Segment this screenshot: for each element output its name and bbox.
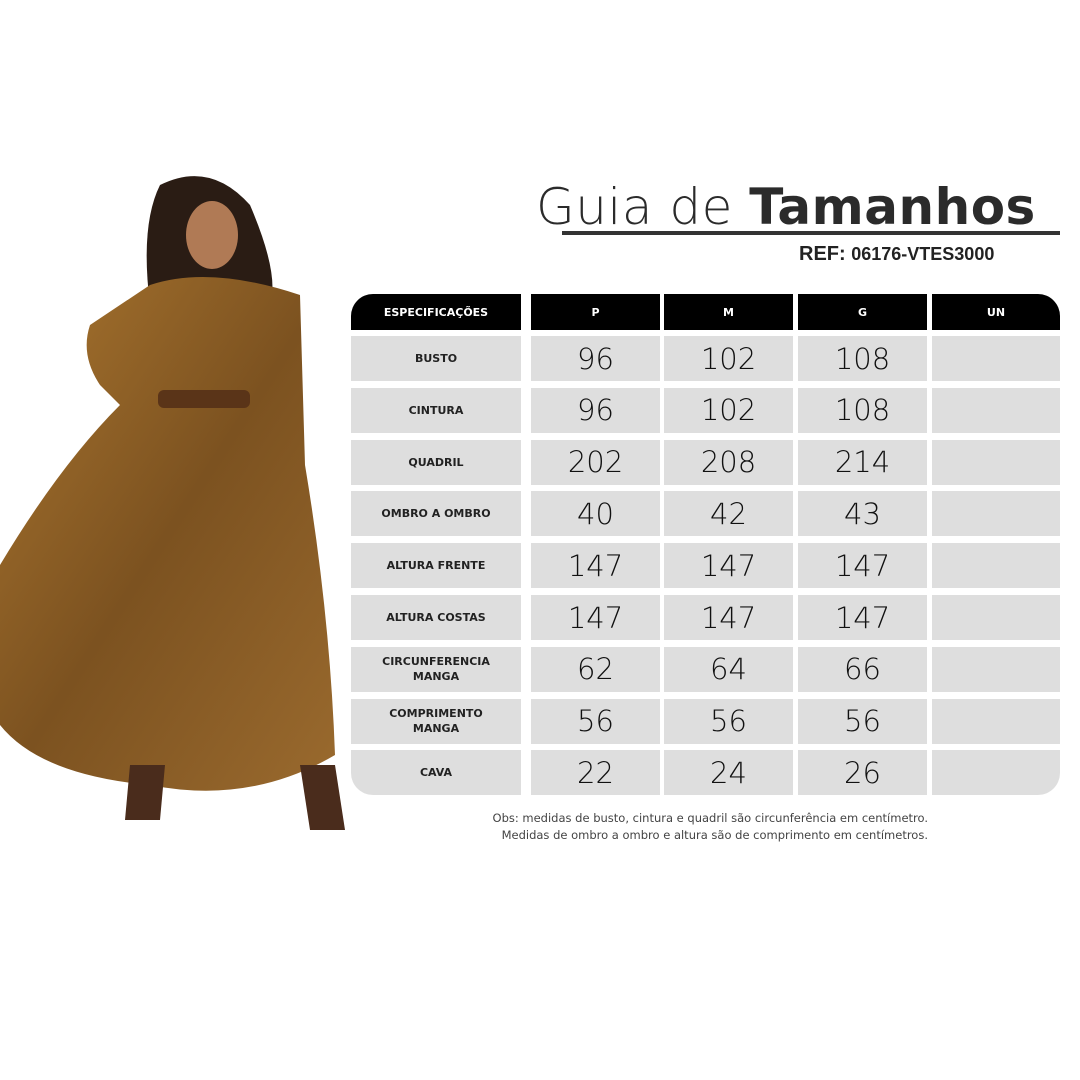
size-value <box>932 646 1060 692</box>
row-label: OMBRO A OMBRO <box>351 491 521 537</box>
model-photo <box>0 176 345 830</box>
size-value <box>932 387 1060 433</box>
size-value: 108 <box>798 336 927 381</box>
reference-code: REF: 06176-VTES3000 <box>799 243 995 265</box>
row-label: COMPRIMENTO MANGA <box>351 698 521 744</box>
page-title: Guia de Tamanhos <box>536 178 1036 236</box>
size-value: 214 <box>798 439 927 485</box>
row-label: CINTURA <box>351 387 521 433</box>
size-value: 208 <box>664 439 793 485</box>
column-header: UN <box>932 294 1060 330</box>
size-value: 147 <box>798 543 927 589</box>
title-underline <box>562 231 1060 235</box>
size-value: 22 <box>531 750 660 796</box>
size-value: 56 <box>664 698 793 744</box>
size-value: 147 <box>531 595 660 640</box>
size-value <box>932 698 1060 744</box>
size-value <box>932 491 1060 537</box>
size-value: 26 <box>798 750 927 796</box>
row-label: BUSTO <box>351 336 521 381</box>
size-value: 24 <box>664 750 793 796</box>
size-value: 147 <box>798 595 927 640</box>
size-value: 56 <box>798 698 927 744</box>
measurement-note: Obs: medidas de busto, cintura e quadril… <box>492 811 928 842</box>
size-value: 42 <box>664 491 793 537</box>
size-value <box>932 595 1060 640</box>
size-value <box>932 750 1060 796</box>
size-value: 40 <box>531 491 660 537</box>
size-value <box>932 439 1060 485</box>
size-value: 43 <box>798 491 927 537</box>
size-value: 147 <box>531 543 660 589</box>
size-value: 96 <box>531 387 660 433</box>
size-value: 66 <box>798 646 927 692</box>
size-value: 96 <box>531 336 660 381</box>
column-header: G <box>798 294 927 330</box>
row-label: ALTURA FRENTE <box>351 543 521 589</box>
size-value: 102 <box>664 387 793 433</box>
size-value: 62 <box>531 646 660 692</box>
row-label: ALTURA COSTAS <box>351 595 521 640</box>
size-value: 202 <box>531 439 660 485</box>
size-value: 147 <box>664 543 793 589</box>
row-label: CAVA <box>351 750 521 796</box>
size-value: 56 <box>531 698 660 744</box>
size-value <box>932 336 1060 381</box>
size-value: 64 <box>664 646 793 692</box>
column-header: M <box>664 294 793 330</box>
row-label: CIRCUNFERENCIA MANGA <box>351 646 521 692</box>
size-value: 108 <box>798 387 927 433</box>
row-label: QUADRIL <box>351 439 521 485</box>
column-header: P <box>531 294 660 330</box>
size-value <box>932 543 1060 589</box>
size-value: 102 <box>664 336 793 381</box>
size-value: 147 <box>664 595 793 640</box>
column-header: ESPECIFICAÇÕES <box>351 294 521 330</box>
